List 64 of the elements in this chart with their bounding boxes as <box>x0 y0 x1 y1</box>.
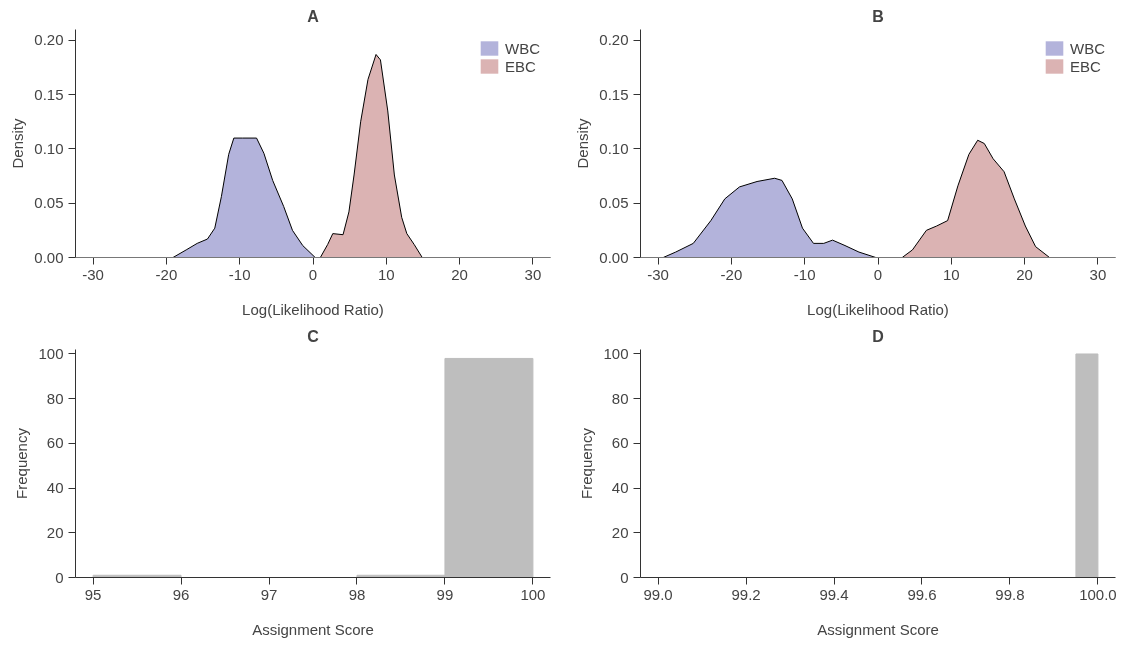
y-tick-label: 0.20 <box>599 31 629 49</box>
x-tick-label: 98 <box>348 585 366 603</box>
x-tick-label: 100 <box>520 585 546 603</box>
x-axis-title: Log(Likelihood Ratio) <box>242 300 384 318</box>
x-tick-label: 99 <box>436 585 454 603</box>
y-tick-label: 0.15 <box>599 85 629 103</box>
x-tick-label: 99.2 <box>731 585 761 603</box>
x-tick-label: 20 <box>451 265 468 283</box>
y-tick-label: 40 <box>611 479 629 497</box>
x-tick-label: 10 <box>942 265 960 283</box>
x-tick-label: 20 <box>1016 265 1033 283</box>
y-tick-label: 0.15 <box>34 85 64 103</box>
legend-label: WBC <box>1070 39 1105 57</box>
chart-title: C <box>307 327 320 345</box>
y-tick-label: 40 <box>46 479 64 497</box>
y-axis-title: Frequency <box>13 427 31 499</box>
x-tick-label: 97 <box>260 585 278 603</box>
y-tick-label: 0 <box>620 568 629 586</box>
x-tick-label: 99.6 <box>907 585 937 603</box>
x-axis-title: Assignment Score <box>817 620 939 638</box>
y-tick-label: 80 <box>611 389 629 407</box>
x-tick-label: 96 <box>172 585 190 603</box>
x-tick-label: -20 <box>155 265 178 283</box>
y-tick-label: 60 <box>611 434 629 452</box>
y-tick-label: 20 <box>46 523 64 541</box>
y-tick-label: 0.10 <box>599 139 629 157</box>
y-tick-label: 20 <box>611 523 629 541</box>
x-tick-label: 0 <box>873 265 883 283</box>
chart-title: B <box>872 7 884 25</box>
y-tick-label: 0.00 <box>34 248 64 266</box>
y-tick-label: 0 <box>55 568 64 586</box>
x-tick-label: 100.0 <box>1079 585 1117 603</box>
chart-title: A <box>307 7 320 25</box>
x-axis-title: Assignment Score <box>252 620 374 638</box>
legend-label: WBC <box>505 39 540 57</box>
y-tick-label: 0.00 <box>599 248 629 266</box>
chart-title: D <box>872 327 884 345</box>
x-tick-label: -30 <box>647 265 669 283</box>
y-tick-label: 60 <box>46 434 64 452</box>
y-tick-label: 100 <box>603 344 629 362</box>
legend-label: EBC <box>1070 57 1101 75</box>
y-axis-title: Density <box>574 117 592 169</box>
x-tick-label: 10 <box>377 265 395 283</box>
x-tick-label: 99.0 <box>643 585 673 603</box>
x-tick-label: 99.4 <box>819 585 849 603</box>
y-tick-label: 80 <box>46 389 64 407</box>
y-axis-title: Frequency <box>578 427 596 499</box>
x-tick-label: -10 <box>793 265 816 283</box>
y-tick-label: 0.05 <box>599 194 629 212</box>
x-axis-title: Log(Likelihood Ratio) <box>807 300 949 318</box>
x-tick-label: 0 <box>308 265 318 283</box>
y-tick-label: 0.20 <box>34 31 64 49</box>
x-tick-label: 30 <box>524 265 542 283</box>
x-tick-label: -10 <box>228 265 251 283</box>
x-tick-label: 99.8 <box>995 585 1025 603</box>
y-axis-title: Density <box>9 117 27 169</box>
y-tick-label: 0.05 <box>34 194 64 212</box>
x-tick-label: 95 <box>84 585 102 603</box>
x-tick-label: -30 <box>82 265 104 283</box>
x-tick-label: -20 <box>720 265 743 283</box>
y-tick-label: 0.10 <box>34 139 64 157</box>
x-tick-label: 30 <box>1089 265 1107 283</box>
y-tick-label: 100 <box>38 344 64 362</box>
legend-label: EBC <box>505 57 536 75</box>
